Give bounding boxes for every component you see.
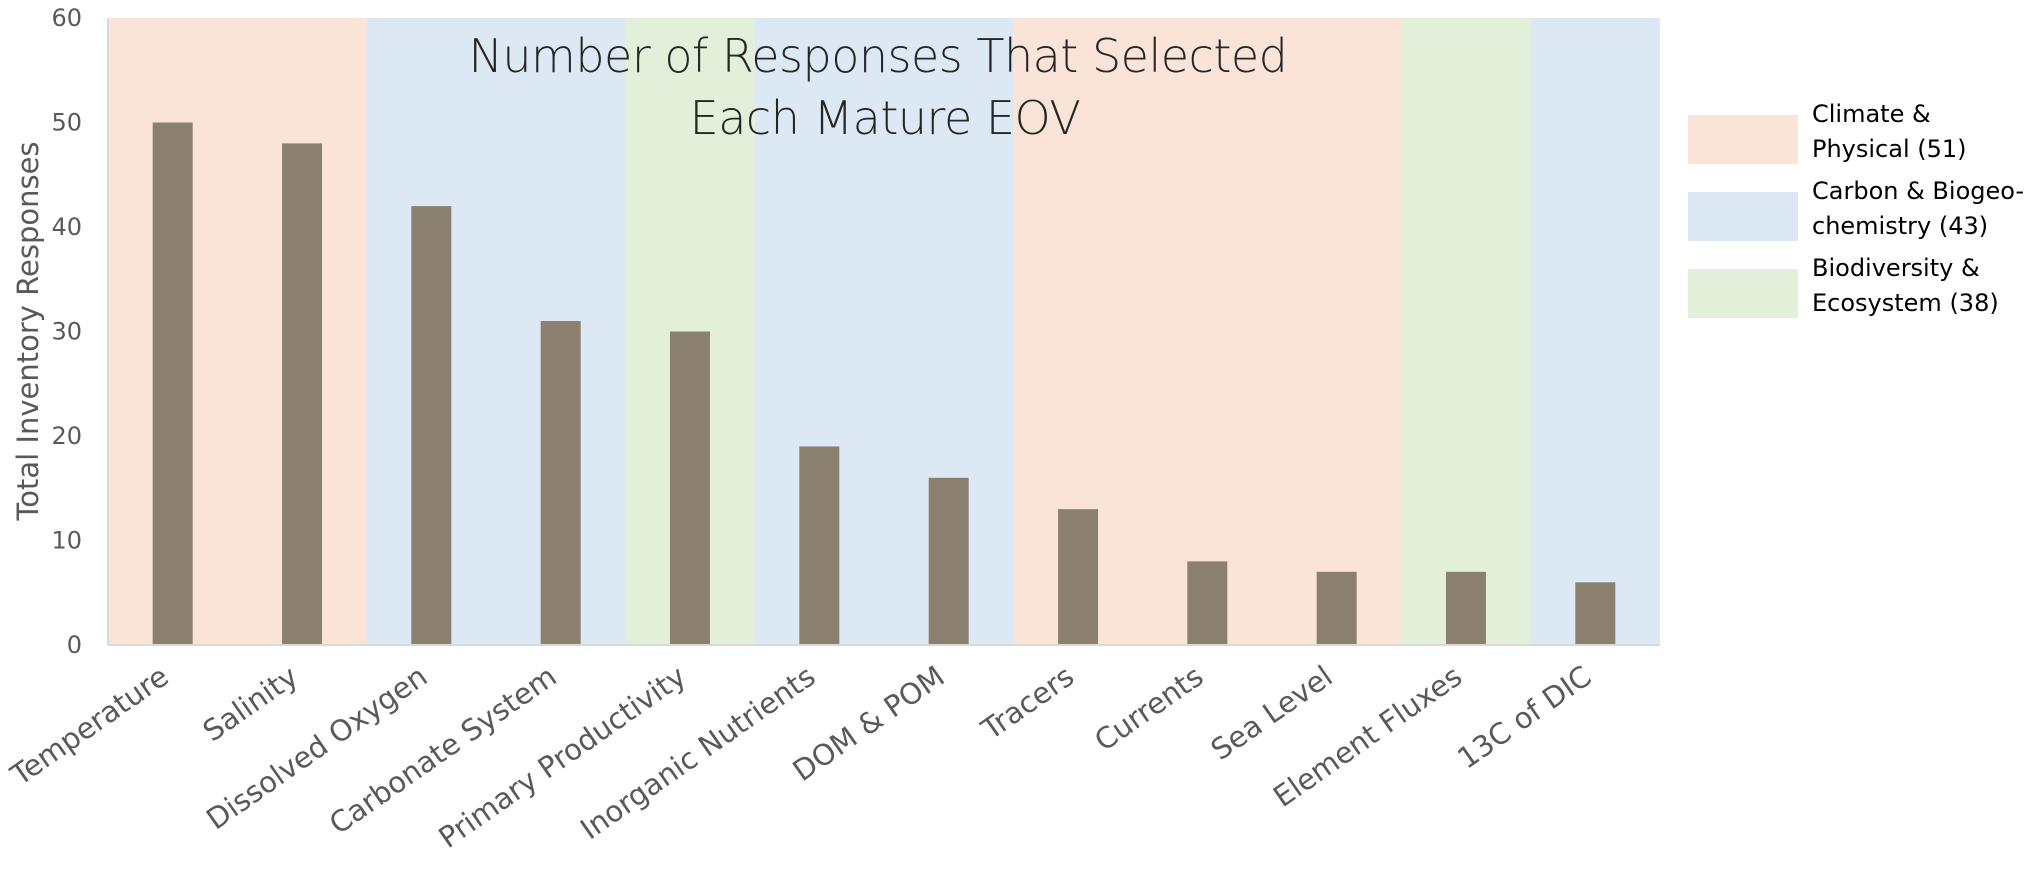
chart-title-line-2: Each Mature EOV	[690, 91, 1081, 145]
y-tick-label: 20	[51, 422, 82, 450]
legend-label: Biodiversity & Ecosystem (38)	[1812, 254, 1999, 317]
bar	[152, 122, 193, 645]
y-tick-labels: 0 10 20 30 40 50 60	[51, 4, 82, 659]
x-category-label: Carbonate System	[323, 659, 563, 841]
legend-label: Climate & Physical (51)	[1812, 100, 1967, 163]
band-carbon	[754, 18, 1014, 645]
y-tick-label: 30	[51, 318, 82, 346]
band-biodiversity	[1401, 18, 1531, 645]
legend-swatch	[1688, 192, 1798, 241]
x-category-label: Tracers	[975, 659, 1080, 747]
bar	[670, 331, 710, 645]
chart-title: Number of Responses That Selected Each M…	[468, 29, 1301, 145]
y-tick-label: 40	[51, 213, 82, 241]
x-category-label: 13C of DIC	[1451, 659, 1597, 776]
bar	[411, 206, 452, 645]
legend-swatch	[1688, 115, 1798, 164]
bar	[282, 143, 322, 645]
x-category-label: Inorganic Nutrients	[574, 659, 821, 846]
x-category-label: Currents	[1088, 659, 1209, 758]
y-tick-label: 10	[51, 527, 82, 555]
bar	[799, 446, 840, 645]
band-carbon	[1530, 18, 1660, 645]
bar	[1316, 571, 1357, 645]
y-axis-label: Total Inventory Responses	[11, 141, 45, 521]
bar	[1575, 582, 1616, 645]
x-category-label: Primary Productivity	[432, 659, 692, 855]
x-category-label: Dissolved Oxygen	[200, 659, 433, 836]
bar	[1058, 509, 1098, 645]
y-tick-label: 50	[51, 109, 82, 137]
x-category-label: Salinity	[197, 659, 304, 748]
bar	[540, 321, 581, 645]
band-climate	[108, 18, 367, 645]
legend-swatch	[1688, 269, 1798, 318]
bar	[1187, 561, 1228, 645]
y-tick-label: 60	[51, 4, 82, 32]
chart-title-line-1: Number of Responses That Selected	[468, 29, 1287, 83]
band-carbon	[366, 18, 626, 645]
y-tick-label: 0	[67, 631, 82, 659]
bar	[1446, 571, 1486, 645]
legend-label: Carbon & Biogeo-chemistry (43)	[1812, 177, 2024, 240]
x-category-label: Temperature	[4, 659, 175, 793]
bars	[152, 122, 1616, 645]
legend: Climate & Physical (51) Carbon & Biogeo-ch…	[1688, 100, 2024, 318]
bar	[928, 477, 969, 645]
